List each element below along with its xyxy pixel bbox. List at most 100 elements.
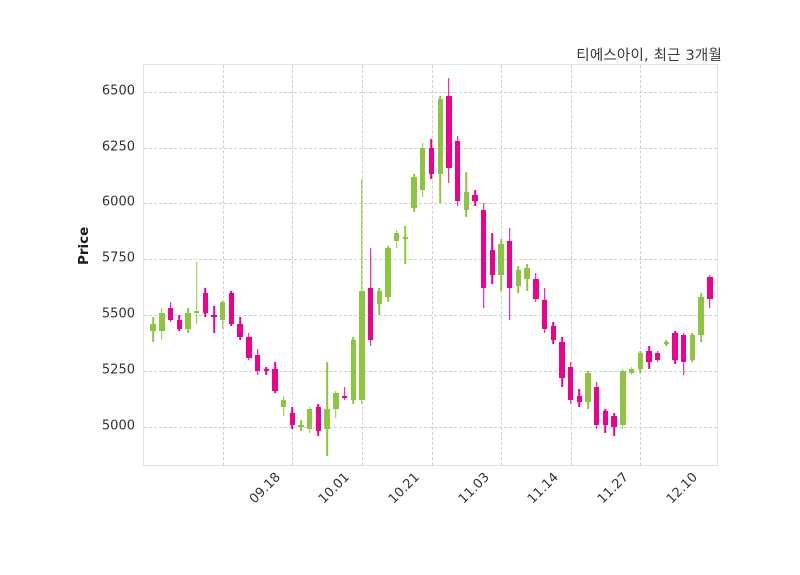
candle-body [333, 393, 339, 409]
candlestick [672, 65, 678, 465]
candlestick [350, 65, 356, 465]
candlestick [385, 65, 391, 465]
candlestick [211, 65, 217, 465]
candle-body [272, 368, 278, 392]
candle-body [533, 279, 539, 300]
candle-body [472, 194, 478, 202]
candle-body [681, 335, 687, 363]
candle-body [385, 248, 391, 298]
gridline-vertical [431, 65, 433, 465]
gridline-vertical [570, 65, 572, 465]
candle-body [620, 370, 626, 425]
y-tick-label: 5500 [101, 306, 135, 322]
candlestick [159, 65, 165, 465]
candle-body [698, 297, 704, 336]
candlestick [472, 65, 478, 465]
candlestick [193, 65, 200, 465]
candlestick [263, 65, 269, 465]
candle-body [367, 288, 374, 340]
candle-body [341, 395, 348, 398]
candlestick [533, 65, 539, 465]
candlestick [237, 65, 243, 465]
candle-layer [144, 65, 717, 465]
candlestick [402, 65, 409, 465]
candle-body [567, 366, 574, 400]
candle-wick [343, 386, 346, 400]
candlestick [480, 65, 487, 465]
candle-body [602, 411, 609, 425]
candlestick [515, 65, 522, 465]
candle-body [307, 408, 313, 430]
candle-body [663, 341, 670, 345]
candlestick [463, 65, 469, 465]
candle-body [507, 241, 513, 289]
candlestick [646, 65, 652, 465]
candle-body [420, 147, 426, 191]
candle-body [237, 324, 243, 338]
candlestick [628, 65, 635, 465]
gridline-horizontal [144, 370, 717, 372]
candlestick [220, 65, 226, 465]
candle-body [672, 333, 678, 360]
candlestick [541, 65, 548, 465]
candle-body [289, 413, 295, 425]
candle-body [463, 192, 469, 211]
candlestick [689, 65, 696, 465]
candlestick [394, 65, 400, 465]
candlestick [654, 65, 661, 465]
candlestick [524, 65, 530, 465]
candlestick [585, 65, 591, 465]
candlestick [280, 65, 287, 465]
candle-body [576, 395, 583, 403]
chart-title: 티에스아이, 최근 3개월 [576, 48, 722, 64]
gridline-horizontal [144, 426, 717, 428]
candle-body [498, 243, 504, 275]
candle-body [150, 324, 156, 331]
candle-body [211, 315, 217, 318]
candlestick [428, 65, 435, 465]
candlestick [367, 65, 374, 465]
candlestick [150, 65, 156, 465]
candlestick [315, 65, 322, 465]
x-tick-label: 11.27 [594, 470, 632, 507]
plot-area [143, 64, 718, 466]
candle-body [159, 312, 165, 331]
candle-body [202, 292, 209, 313]
candle-wick [265, 366, 267, 376]
candlestick [333, 65, 339, 465]
candle-body [193, 310, 200, 313]
candle-body [646, 350, 652, 363]
candlestick [576, 65, 583, 465]
gridline-horizontal [144, 203, 717, 205]
gridline-vertical [640, 65, 642, 465]
candle-body [515, 270, 522, 287]
candlestick [228, 65, 235, 465]
candlestick [167, 65, 174, 465]
candle-body [402, 236, 409, 240]
candle-body [350, 339, 356, 400]
candlestick [594, 65, 600, 465]
candle-body [220, 301, 226, 320]
candlestick [359, 65, 365, 465]
candle-body [263, 368, 269, 371]
x-axis-tick-labels: 09.18 10.01 10.21 11.03 11.14 11.27 12.10 [143, 470, 718, 540]
x-tick-label: 11.14 [524, 470, 562, 507]
candle-body [489, 250, 496, 275]
candle-body [446, 96, 452, 168]
y-tick-label: 5750 [101, 250, 135, 266]
y-tick-label: 6250 [101, 139, 135, 155]
gridline-vertical [222, 65, 224, 465]
candle-body [298, 424, 304, 427]
candlestick [341, 65, 348, 465]
candle-body [185, 312, 191, 329]
candle-body [541, 299, 548, 329]
candle-body [315, 406, 322, 432]
candlestick [550, 65, 556, 465]
candle-body [394, 232, 400, 242]
candlestick [707, 65, 713, 465]
candlestick [611, 65, 617, 465]
candlestick [289, 65, 295, 465]
candle-wick [404, 225, 407, 264]
candle-body [594, 386, 600, 425]
